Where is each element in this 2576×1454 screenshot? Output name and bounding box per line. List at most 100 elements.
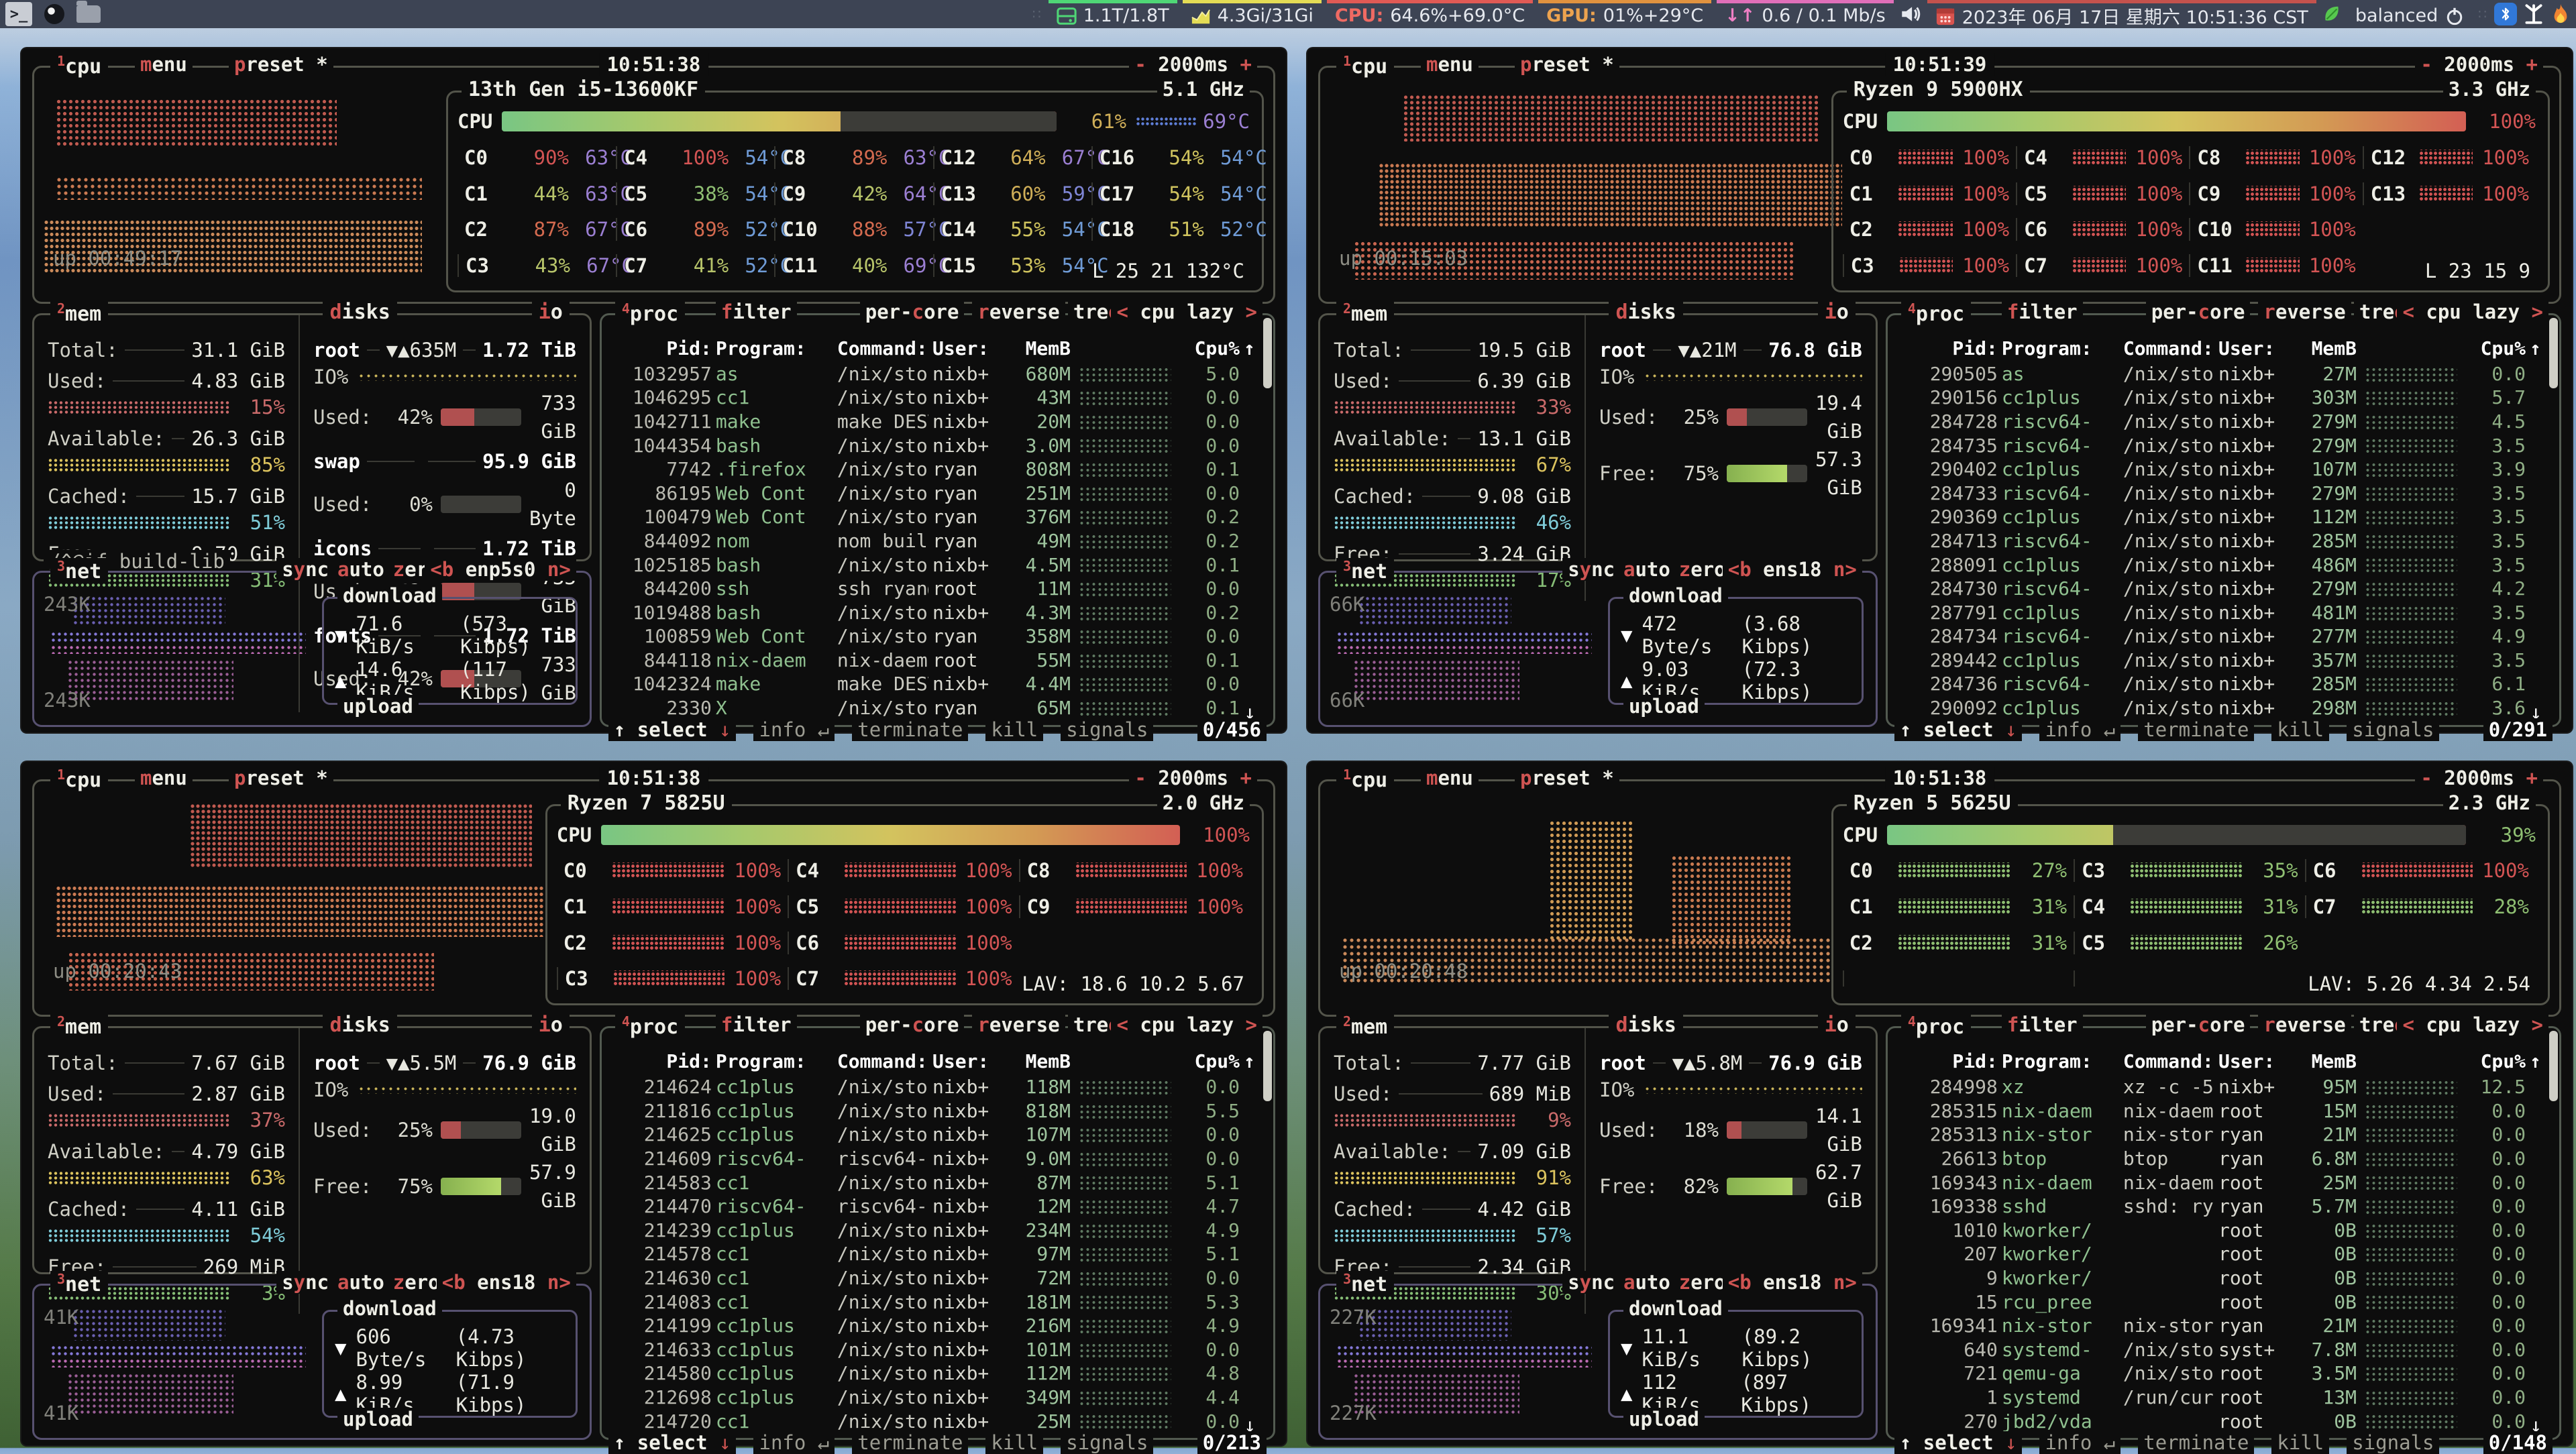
process-row[interactable]: 284998 xz xz -c -5 nixb+ 95M 12.5 — [1897, 1075, 2550, 1099]
kill-key-hint[interactable]: kill — [985, 718, 1043, 741]
process-row[interactable]: 844092 nom nom build .#nixosCo ryan 49M … — [611, 529, 1264, 553]
io-tab[interactable]: io — [532, 1013, 570, 1037]
disks-box-title[interactable]: disks — [323, 1013, 396, 1037]
process-row[interactable]: 284734 riscv64- /nix/store/89225k9x nixb… — [1897, 624, 2550, 649]
process-row[interactable]: 1044354 bash /nix/store/xfb3ykw9 nixb+ 3… — [611, 434, 1264, 458]
kill-key-hint[interactable]: kill — [985, 1431, 1043, 1454]
process-row[interactable]: 214199 cc1plus /nix/store/2vwipws2 nixb+… — [611, 1314, 1264, 1338]
signals-key-hint[interactable]: signals — [1061, 718, 1153, 741]
column-cpu[interactable]: Cpu% — [2465, 335, 2526, 362]
proc-column-headers[interactable]: Pid: Program: Command: User: MemB Cpu% ↑ — [611, 335, 1264, 362]
proc-column-headers[interactable]: Pid: Program: Command: User: MemB Cpu% ↑ — [611, 1048, 1264, 1075]
process-row[interactable]: 284735 riscv64- /nix/store/89225k9x nixb… — [1897, 434, 2550, 458]
process-row[interactable]: 169343 nix-daem nix-daemon 169341 root 2… — [1897, 1171, 2550, 1195]
kill-key-hint[interactable]: kill — [2271, 1431, 2329, 1454]
process-row[interactable]: 284728 riscv64- /nix/store/89225k9x nixb… — [1897, 410, 2550, 434]
info-key-hint[interactable]: info ↵ — [2039, 1431, 2121, 1454]
proc-box-title[interactable]: 4proc — [615, 1013, 685, 1039]
process-list[interactable]: 214624 cc1plus /nix/store/2vwipws2 nixb+… — [611, 1075, 1264, 1434]
io-tab[interactable]: io — [1818, 1013, 1856, 1037]
column-cpu[interactable]: Cpu% — [1179, 335, 1240, 362]
menu-tab[interactable]: menu — [135, 53, 193, 76]
terminate-key-hint[interactable]: terminate — [2138, 1431, 2254, 1454]
process-row[interactable]: 1042324 make make DESTDIR= RPATH nixb+ 4… — [611, 672, 1264, 696]
process-row[interactable]: 214625 cc1plus /nix/store/2vwipws2 nixb+… — [611, 1123, 1264, 1147]
process-row[interactable]: 290092 cc1plus /nix/store/02cs0d7s nixb+… — [1897, 696, 2550, 720]
process-row[interactable]: 169338 sshd sshd: ryan@notty ryan 5.7M 0… — [1897, 1194, 2550, 1219]
process-row[interactable]: 289442 cc1plus /nix/store/02cs0d7s nixb+… — [1897, 649, 2550, 673]
terminate-key-hint[interactable]: terminate — [2138, 718, 2254, 741]
net-interface-switcher[interactable]: <b enp5s0 n> — [425, 558, 576, 581]
process-row[interactable]: 290156 cc1plus /nix/store/02cs0d7s nixb+… — [1897, 386, 2550, 410]
net-box-title[interactable]: 3net — [1336, 1271, 1394, 1296]
net-auto-tab[interactable]: auto — [332, 1271, 390, 1294]
net-interface-switcher[interactable]: <b ens18 n> — [437, 1271, 576, 1294]
mem-box-title[interactable]: 2mem — [50, 300, 108, 326]
net-sync-tab[interactable]: sync — [1562, 1271, 1620, 1294]
proc-percore-tab[interactable]: per-core — [860, 300, 965, 323]
column-memb[interactable]: MemB — [1007, 335, 1071, 362]
process-row[interactable]: 1032957 as /nix/store/1d1iak5n nixb+ 680… — [611, 362, 1264, 386]
column-command[interactable]: Command: — [2123, 335, 2214, 362]
signals-key-hint[interactable]: signals — [2347, 1431, 2439, 1454]
mem-box-title[interactable]: 2mem — [1336, 300, 1394, 326]
update-interval-control[interactable]: - 2000ms + — [1129, 53, 1257, 76]
flame-icon[interactable] — [2551, 3, 2571, 25]
cpu-box-title[interactable]: 1cpu — [1336, 53, 1394, 78]
proc-sort-selector[interactable]: < cpu lazy > — [1111, 300, 1263, 323]
process-row[interactable]: 214630 cc1 /nix/store/k14gjkxn nixb+ 72M… — [611, 1266, 1264, 1290]
net-box-title[interactable]: 3net — [1336, 558, 1394, 583]
process-row[interactable]: 100479 Web Cont /nix/store/51dxgra3 ryan… — [611, 505, 1264, 529]
column-program[interactable]: Program: — [716, 335, 833, 362]
kill-key-hint[interactable]: kill — [2271, 718, 2329, 741]
proc-box-title[interactable]: 4proc — [615, 300, 685, 326]
select-key-hint[interactable]: ↑ select ↓ — [1894, 718, 2023, 741]
proc-reverse-tab[interactable]: reverse — [972, 300, 1065, 323]
net-sync-tab[interactable]: sync — [1562, 558, 1620, 581]
info-key-hint[interactable]: info ↵ — [753, 1431, 835, 1454]
process-row[interactable]: 290505 as /nix/store/9n1kg164 nixb+ 27M … — [1897, 362, 2550, 386]
column-program[interactable]: Program: — [2002, 1048, 2119, 1075]
process-row[interactable]: 9 kworker/ root 0B 0.0 — [1897, 1266, 2550, 1290]
proc-scrollbar-thumb[interactable] — [2549, 318, 2558, 388]
power-profile-module[interactable]: balanced — [2347, 0, 2473, 28]
process-list[interactable]: 290505 as /nix/store/9n1kg164 nixb+ 27M … — [1897, 362, 2550, 721]
column-program[interactable]: Program: — [2002, 335, 2119, 362]
column-memb[interactable]: MemB — [1007, 1048, 1071, 1075]
proc-filter-tab[interactable]: filter — [716, 1013, 797, 1036]
proc-box-title[interactable]: 4proc — [1901, 300, 1971, 326]
process-row[interactable]: 1010 kworker/ root 0B 0.0 — [1897, 1219, 2550, 1243]
process-row[interactable]: 1046295 cc1 /nix/store/k14gjkxn nixb+ 43… — [611, 386, 1264, 410]
process-row[interactable]: 214583 cc1 /nix/store/k14gjkxn nixb+ 87M… — [611, 1171, 1264, 1195]
proc-scrollbar-thumb[interactable] — [1263, 1031, 1272, 1101]
column-memb[interactable]: MemB — [2293, 1048, 2357, 1075]
process-row[interactable]: 285315 nix-daem nix-daemon 285313 root 1… — [1897, 1099, 2550, 1123]
process-row[interactable]: 640 systemd- /nix/store/6nkzr60n syst+ 7… — [1897, 1338, 2550, 1362]
net-auto-tab[interactable]: auto — [332, 558, 390, 581]
file-manager-icon[interactable] — [76, 5, 101, 23]
column-memb[interactable]: MemB — [2293, 335, 2357, 362]
proc-filter-tab[interactable]: filter — [2002, 1013, 2083, 1036]
net-interface-switcher[interactable]: <b ens18 n> — [1723, 1271, 1862, 1294]
select-key-hint[interactable]: ↑ select ↓ — [1894, 1431, 2023, 1454]
signals-key-hint[interactable]: signals — [2347, 718, 2439, 741]
cpu-box-title[interactable]: 1cpu — [50, 53, 108, 78]
cpu-box-title[interactable]: 1cpu — [50, 767, 108, 792]
update-interval-control[interactable]: - 2000ms + — [2415, 53, 2543, 76]
column-cpu[interactable]: Cpu% — [1179, 1048, 1240, 1075]
proc-reverse-tab[interactable]: reverse — [972, 1013, 1065, 1036]
btop-terminal-window[interactable]: 1cpu menu preset * 10:51:39 - 2000ms + u… — [1307, 48, 2572, 732]
column-user[interactable]: User: — [932, 335, 1003, 362]
process-row[interactable]: 169341 nix-stor nix-store --serve - ryan… — [1897, 1314, 2550, 1338]
disks-box-title[interactable]: disks — [1609, 1013, 1682, 1037]
process-row[interactable]: 214470 riscv64- riscv64-unknown-lin nixb… — [611, 1194, 1264, 1219]
btop-terminal-window[interactable]: 1cpu menu preset * 10:51:38 - 2000ms + u… — [21, 762, 1286, 1446]
column-pid[interactable]: Pid: — [611, 335, 712, 362]
process-row[interactable]: 211816 cc1plus /nix/store/2vwipws2 nixb+… — [611, 1099, 1264, 1123]
bluetooth-icon[interactable] — [2494, 3, 2517, 25]
info-key-hint[interactable]: info ↵ — [2039, 718, 2121, 741]
preset-tab[interactable]: preset * — [1515, 53, 1619, 76]
io-tab[interactable]: io — [532, 300, 570, 324]
column-pid[interactable]: Pid: — [1897, 1048, 1998, 1075]
process-row[interactable]: 214580 cc1plus /nix/store/2vwipws2 nixb+… — [611, 1361, 1264, 1386]
